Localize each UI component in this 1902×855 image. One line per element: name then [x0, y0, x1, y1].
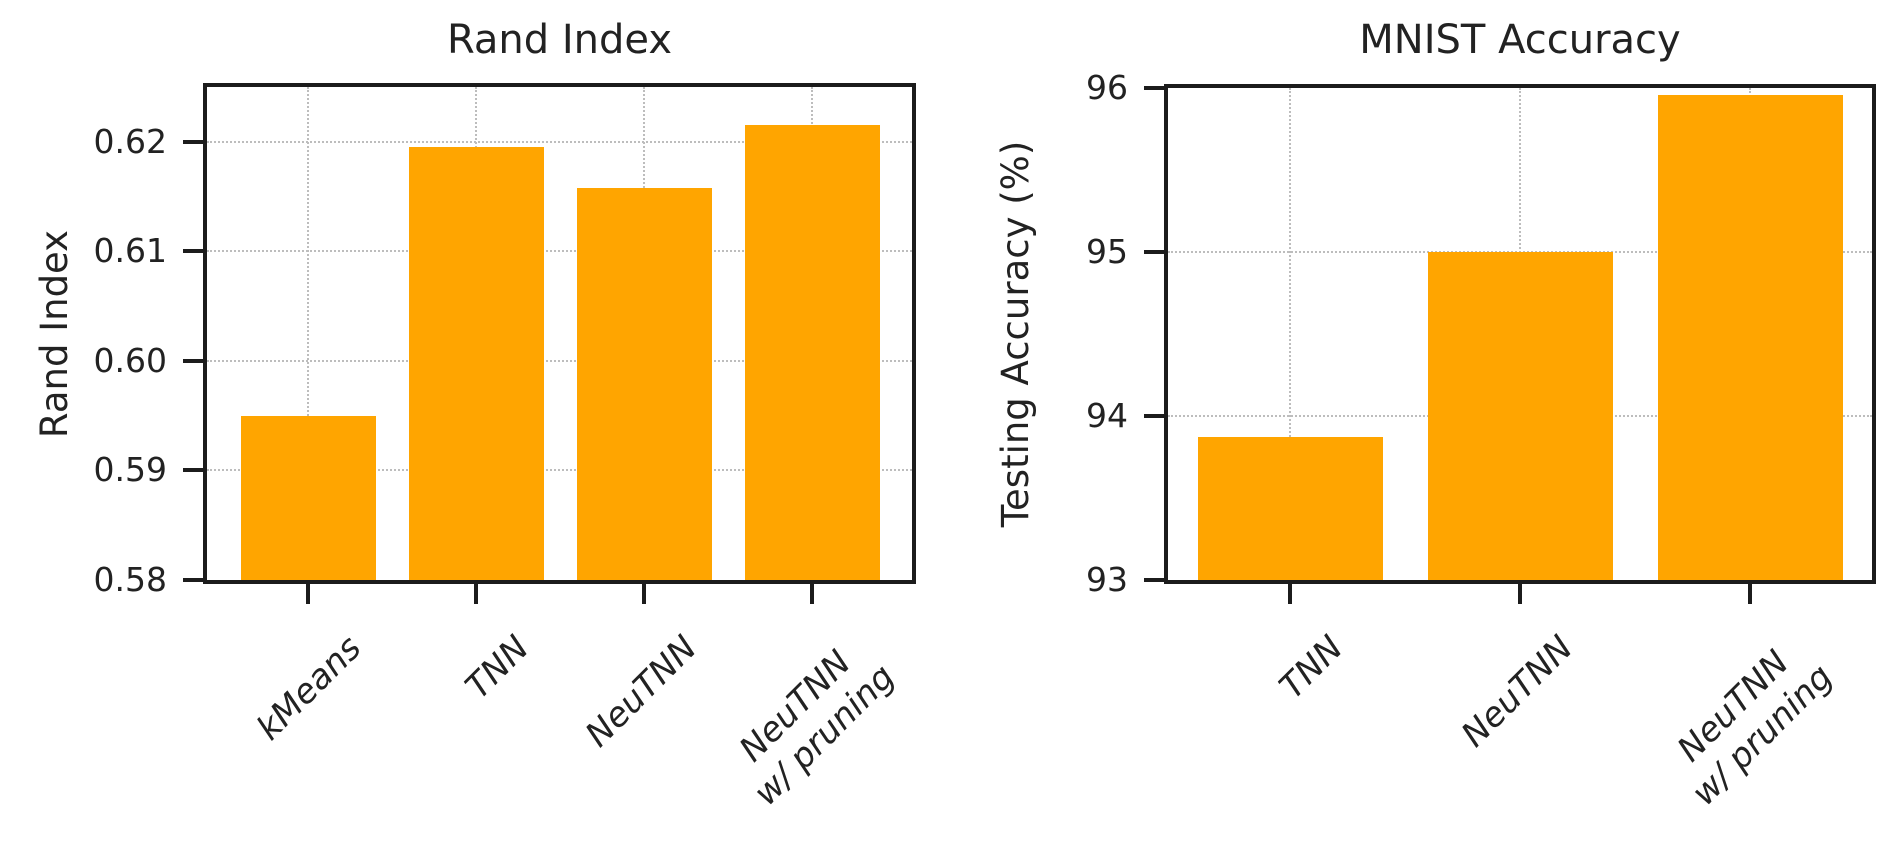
y-tick-mark — [183, 358, 203, 363]
y-tick-mark — [1144, 86, 1164, 90]
y-tick-label: 95 — [1086, 232, 1128, 271]
y-tick-label: 93 — [1086, 560, 1128, 599]
y-tick-label: 0.60 — [93, 340, 167, 380]
y-tick-mark — [183, 249, 203, 254]
chart-title: MNIST Accuracy — [1359, 17, 1681, 63]
y-axis-label: Testing Accuracy (%) — [994, 140, 1037, 528]
x-tick-mark — [810, 584, 814, 604]
y-tick-label: 0.61 — [93, 231, 167, 271]
y-tick-mark — [1144, 578, 1164, 582]
bar — [408, 147, 544, 580]
plot-area — [203, 83, 916, 584]
y-tick-mark — [183, 468, 203, 473]
y-tick-mark — [1144, 414, 1164, 418]
y-tick-mark — [183, 139, 203, 144]
x-tick-label: NeuTNN — [578, 628, 706, 755]
y-tick-label: 0.58 — [93, 560, 167, 599]
y-tick-label: 0.62 — [93, 121, 167, 161]
bar — [744, 125, 880, 580]
bar — [1427, 252, 1613, 580]
bar — [576, 187, 712, 580]
chart-title: Rand Index — [447, 17, 672, 63]
x-tick-mark — [1748, 584, 1752, 604]
x-tick-label: TNN — [458, 628, 538, 707]
x-tick-label: TNN — [1272, 628, 1352, 707]
x-tick-mark — [1518, 584, 1522, 604]
plot-area — [1164, 84, 1876, 584]
x-tick-label: NeuTNN — [1454, 628, 1582, 755]
y-tick-mark — [183, 578, 203, 582]
bar — [1197, 437, 1383, 580]
x-gridline — [1289, 88, 1291, 580]
y-gridline — [207, 359, 912, 362]
x-tick-label: kMeans — [249, 628, 370, 749]
x-tick-mark — [306, 584, 310, 604]
x-tick-label: NeuTNN w/ pruning — [1669, 642, 1841, 814]
x-tick-mark — [474, 584, 478, 604]
x-gridline — [307, 87, 309, 580]
y-tick-mark — [1144, 250, 1164, 254]
x-tick-mark — [642, 584, 646, 604]
y-gridline — [207, 250, 912, 253]
bar — [240, 415, 376, 580]
x-tick-label: NeuTNN w/ pruning — [731, 642, 903, 814]
bar — [1657, 94, 1843, 580]
y-tick-label: 96 — [1086, 68, 1128, 107]
y-gridline — [207, 469, 912, 472]
y-tick-label: 94 — [1086, 396, 1128, 435]
y-gridline — [207, 140, 912, 143]
y-tick-label: 0.59 — [93, 450, 167, 490]
x-tick-mark — [1288, 584, 1292, 604]
